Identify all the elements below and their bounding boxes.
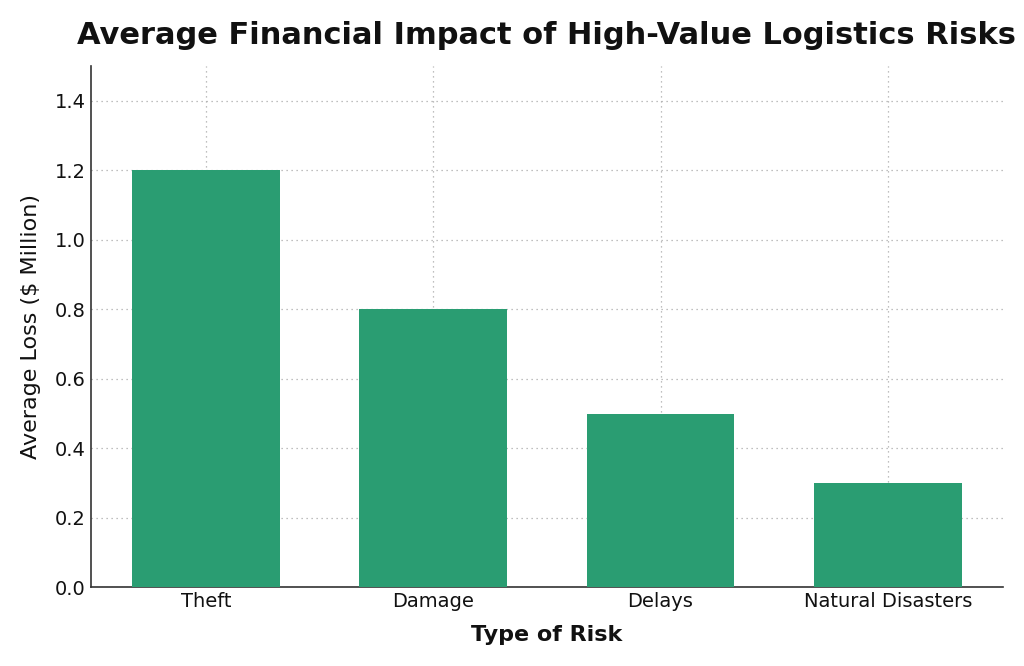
Bar	[132, 170, 280, 587]
Bar	[359, 310, 507, 587]
Title: Average Financial Impact of High-Value Logistics Risks: Average Financial Impact of High-Value L…	[78, 21, 1017, 50]
X-axis label: Type of Risk: Type of Risk	[471, 625, 623, 645]
Bar	[587, 414, 734, 587]
Bar	[814, 483, 962, 587]
Y-axis label: Average Loss ($ Million): Average Loss ($ Million)	[20, 194, 41, 460]
